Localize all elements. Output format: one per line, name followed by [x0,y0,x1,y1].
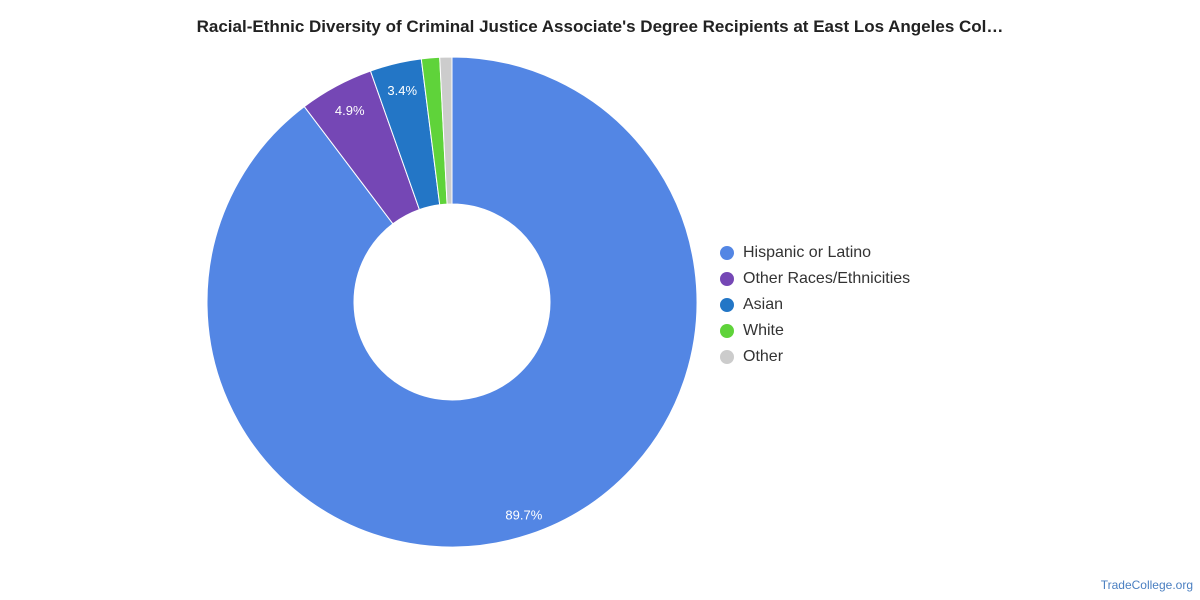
chart-title: Racial-Ethnic Diversity of Criminal Just… [196,17,1004,36]
legend-label-other: Other [743,348,784,365]
legend-label-other-races-ethnicities: Other Races/Ethnicities [743,270,911,287]
legend-swatch-white [720,324,734,338]
legend-item-other-races-ethnicities[interactable]: Other Races/Ethnicities [720,266,910,292]
slice-label-other-races-ethnicities: 4.9% [335,103,365,118]
chart-legend: Hispanic or Latino Other Races/Ethniciti… [720,240,910,370]
slice-label-hispanic-or-latino: 89.7% [505,508,542,523]
slice-hispanic-or-latino[interactable] [206,56,698,548]
legend-swatch-hispanic-or-latino [720,246,734,260]
watermark-link[interactable]: TradeCollege.org [1100,578,1193,592]
legend-item-hispanic-or-latino[interactable]: Hispanic or Latino [720,240,910,266]
donut-chart: 89.7% 4.9% 3.4% [206,56,698,548]
legend-swatch-other-races-ethnicities [720,272,734,286]
legend-swatch-asian [720,298,734,312]
legend-label-asian: Asian [743,296,784,313]
slice-other[interactable] [439,56,453,205]
legend-item-other[interactable]: Other [720,344,910,370]
legend-label-white: White [743,322,784,339]
legend-item-white[interactable]: White [720,318,910,344]
legend-swatch-other [720,350,734,364]
legend-item-asian[interactable]: Asian [720,292,910,318]
slice-label-asian: 3.4% [387,83,417,98]
legend-label-hispanic-or-latino: Hispanic or Latino [743,244,872,261]
